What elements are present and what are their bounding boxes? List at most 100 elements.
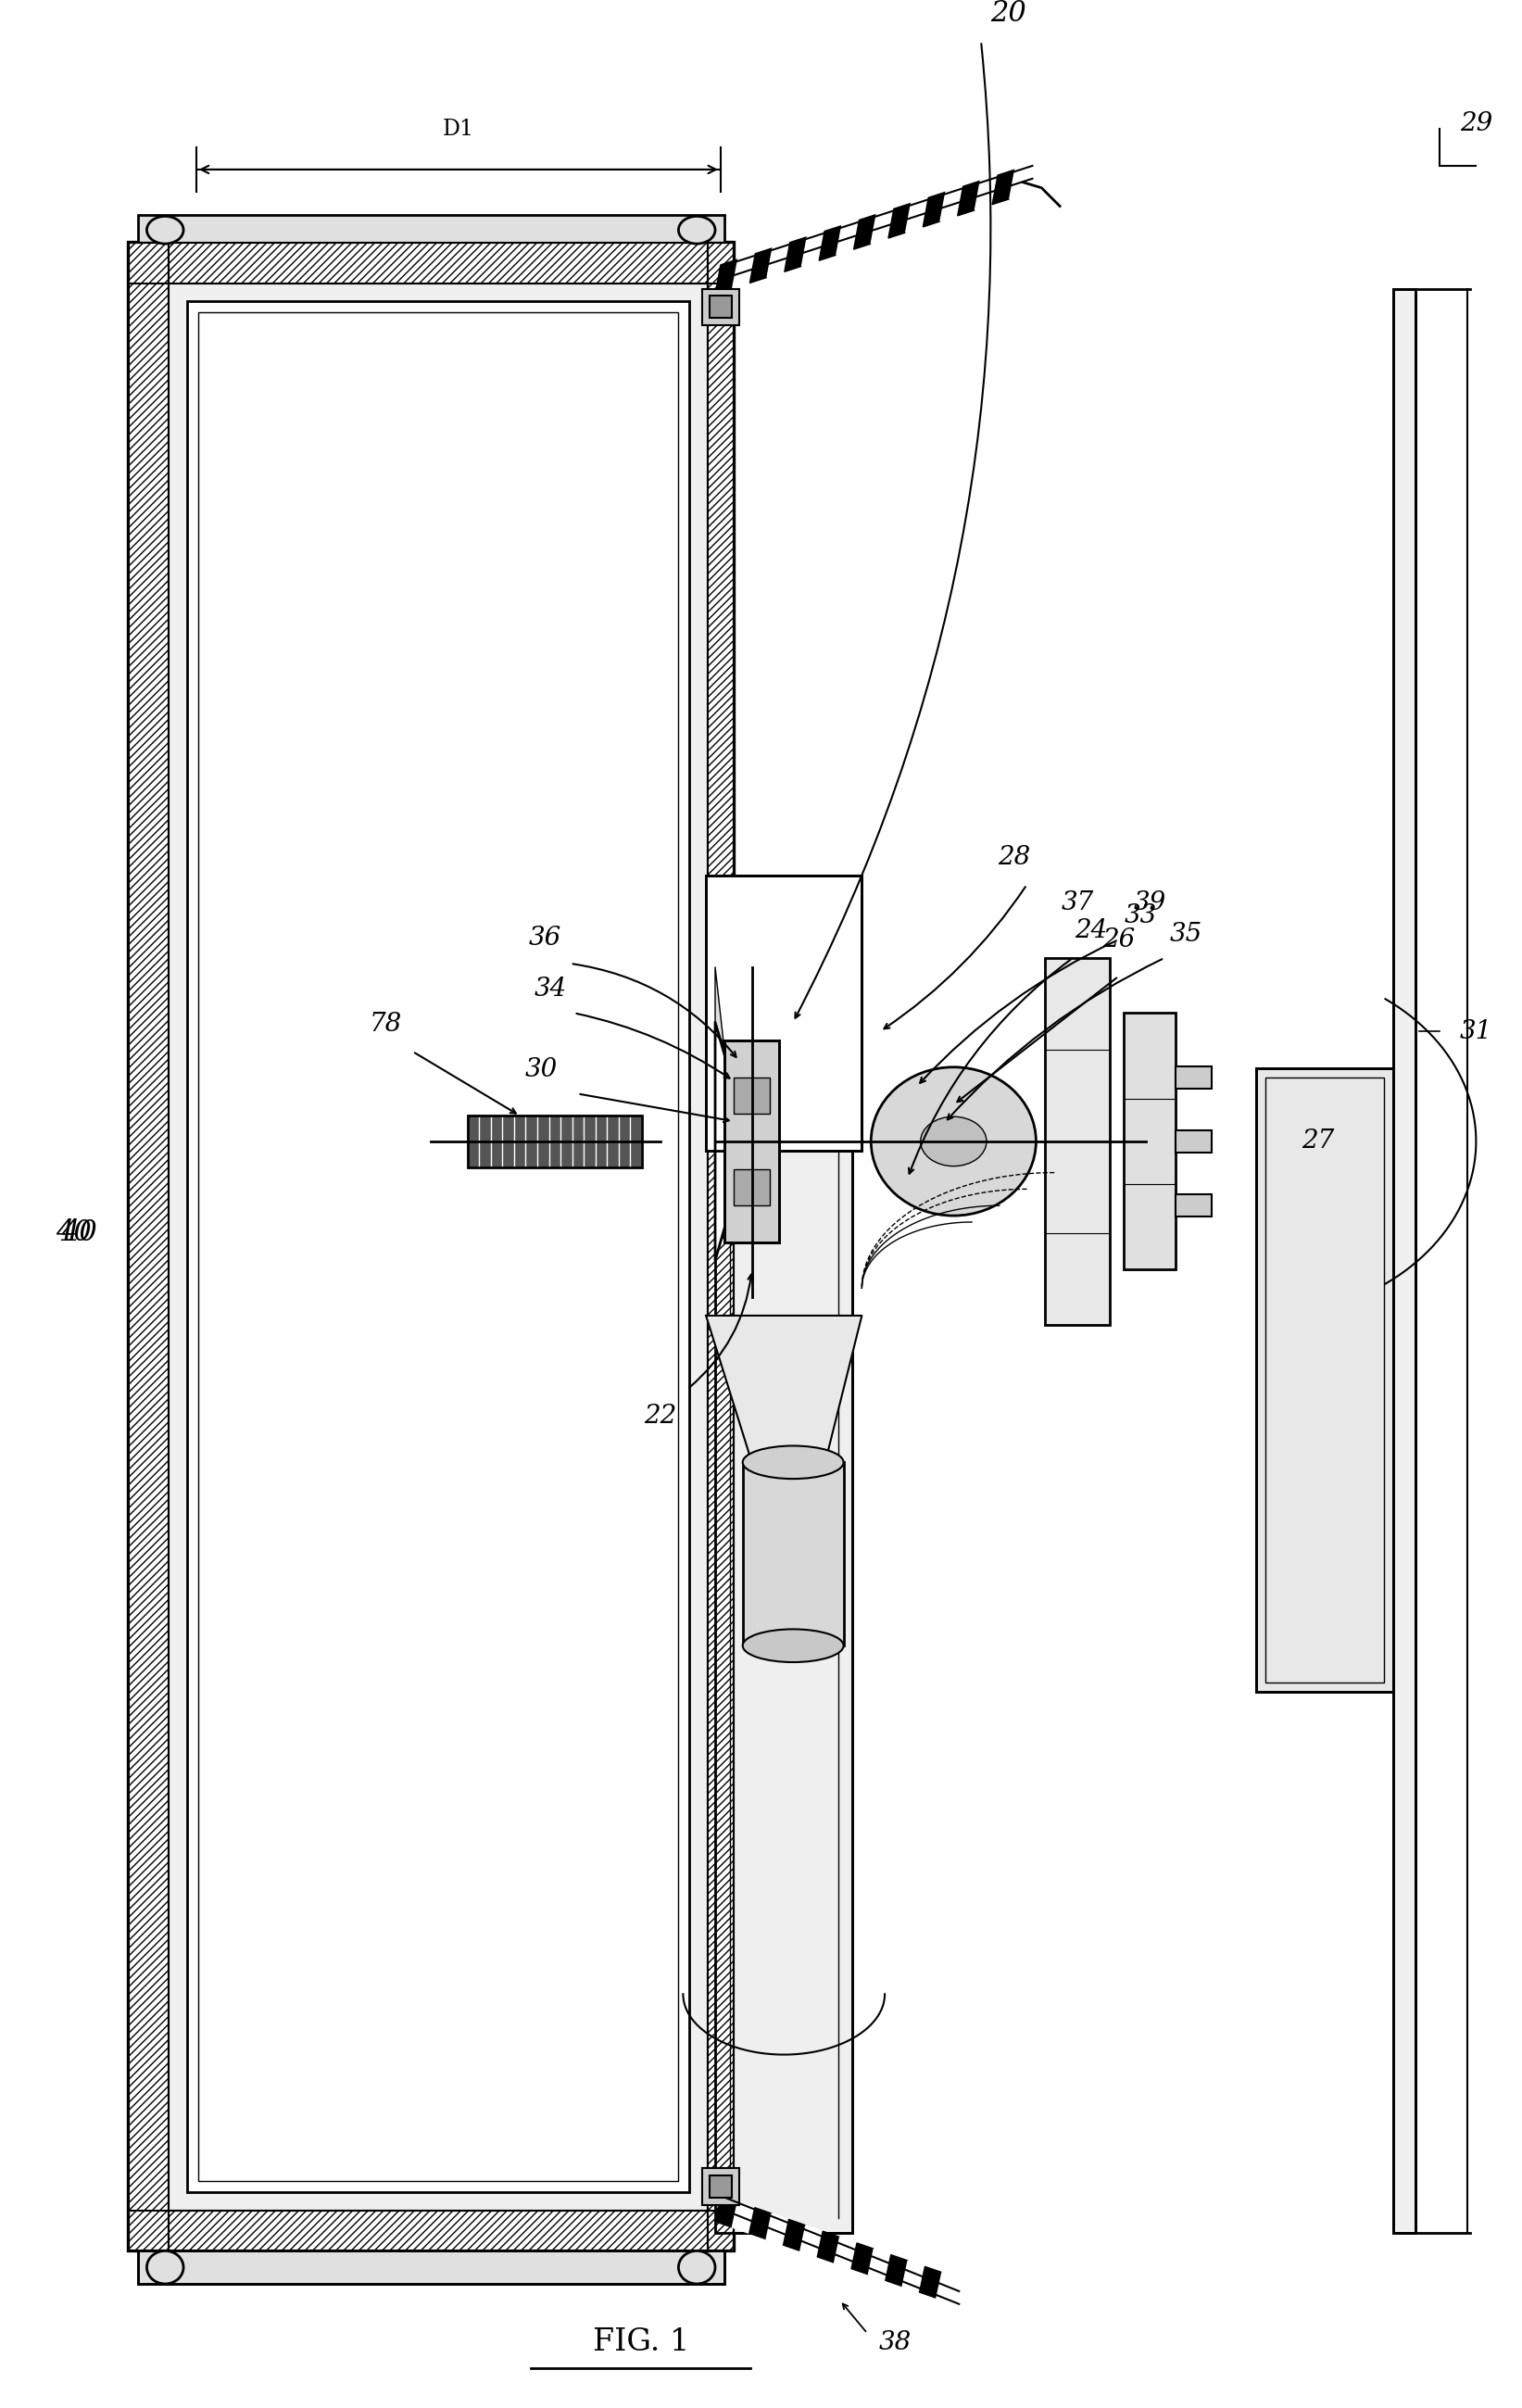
Text: 37: 37 (1061, 891, 1094, 915)
Polygon shape (903, 2261, 925, 2292)
Bar (1125, 1014, 1175, 1269)
Bar (137, 2251, 724, 2283)
Bar (1256, 1069, 1394, 1690)
Ellipse shape (921, 1117, 986, 1165)
Bar (137, 2251, 724, 2283)
Text: 33: 33 (1125, 903, 1157, 929)
Bar (1394, 289, 1415, 2232)
Bar (715, 877, 852, 2232)
Polygon shape (732, 253, 755, 289)
Bar (128, 243, 169, 2251)
Text: 36: 36 (528, 925, 562, 951)
Polygon shape (936, 2273, 959, 2304)
Bar (187, 301, 689, 2191)
Polygon shape (957, 181, 980, 217)
Bar (709, 2177, 732, 2199)
Text: 78: 78 (368, 1011, 402, 1035)
Bar (128, 243, 734, 284)
Text: 38: 38 (878, 2331, 912, 2355)
Bar (743, 1462, 843, 1645)
Text: 39: 39 (1134, 891, 1166, 915)
Polygon shape (715, 2196, 738, 2227)
Polygon shape (819, 226, 842, 260)
Polygon shape (750, 248, 773, 284)
Bar (128, 2211, 734, 2251)
Bar (128, 243, 734, 2251)
Text: D1: D1 (443, 118, 475, 140)
Ellipse shape (679, 2251, 715, 2283)
Bar (1394, 289, 1415, 2232)
Bar (706, 877, 861, 1151)
Polygon shape (802, 231, 825, 267)
Bar (702, 289, 740, 325)
Polygon shape (817, 2232, 840, 2264)
Bar (734, 1076, 770, 1115)
Text: 20: 20 (991, 0, 1026, 29)
Polygon shape (906, 197, 928, 234)
Bar (128, 243, 734, 2251)
Bar (708, 243, 734, 2251)
Polygon shape (922, 193, 945, 226)
Text: 35: 35 (1170, 922, 1202, 946)
Polygon shape (784, 236, 807, 272)
Text: 29: 29 (1460, 111, 1493, 137)
Ellipse shape (146, 217, 184, 243)
Polygon shape (851, 2242, 874, 2276)
Text: 24: 24 (1075, 917, 1108, 944)
Polygon shape (854, 214, 877, 250)
Ellipse shape (743, 1445, 843, 1479)
Bar (706, 877, 861, 1151)
Bar (1175, 1194, 1212, 1216)
Polygon shape (889, 202, 912, 238)
Text: 40: 40 (55, 1218, 91, 1247)
Ellipse shape (743, 1630, 843, 1662)
Polygon shape (941, 185, 963, 222)
Bar (128, 243, 734, 284)
Polygon shape (732, 2201, 755, 2232)
Polygon shape (467, 1115, 642, 1168)
Text: 27: 27 (1301, 1129, 1335, 1153)
Polygon shape (834, 2237, 857, 2268)
Bar (128, 2211, 734, 2251)
Text: 26: 26 (1102, 927, 1135, 951)
Text: 40: 40 (61, 1218, 97, 1247)
Bar (724, 1040, 779, 1243)
Text: 28: 28 (998, 845, 1030, 869)
Polygon shape (767, 243, 790, 277)
Text: 22: 22 (644, 1404, 676, 1428)
Bar (1256, 1069, 1394, 1690)
Polygon shape (715, 1023, 734, 1262)
Bar (137, 214, 724, 243)
Bar (198, 313, 679, 2182)
Polygon shape (837, 219, 860, 255)
Bar (1046, 958, 1110, 1324)
Ellipse shape (146, 2251, 184, 2283)
Polygon shape (706, 1315, 861, 1462)
Ellipse shape (871, 1067, 1036, 1216)
Ellipse shape (679, 217, 715, 243)
Polygon shape (869, 2249, 890, 2280)
Bar (724, 1040, 779, 1243)
Bar (708, 243, 734, 2251)
Text: 30: 30 (525, 1057, 557, 1081)
Bar (128, 243, 169, 2251)
Text: 34: 34 (534, 978, 566, 1002)
Polygon shape (715, 260, 738, 294)
Bar (467, 1115, 642, 1168)
Polygon shape (766, 2213, 788, 2244)
Polygon shape (715, 968, 724, 1050)
Bar (734, 1168, 770, 1206)
Polygon shape (976, 176, 998, 209)
Polygon shape (1009, 164, 1032, 200)
Polygon shape (784, 2220, 805, 2251)
Text: FIG. 1: FIG. 1 (592, 2329, 689, 2357)
Bar (715, 877, 852, 2232)
Bar (1265, 1076, 1385, 1683)
Bar (1175, 1129, 1212, 1153)
Text: 31: 31 (1460, 1019, 1493, 1045)
Polygon shape (919, 2266, 942, 2297)
Polygon shape (749, 2208, 772, 2239)
Bar (702, 2167, 740, 2206)
Polygon shape (992, 169, 1015, 205)
Polygon shape (886, 2254, 909, 2285)
